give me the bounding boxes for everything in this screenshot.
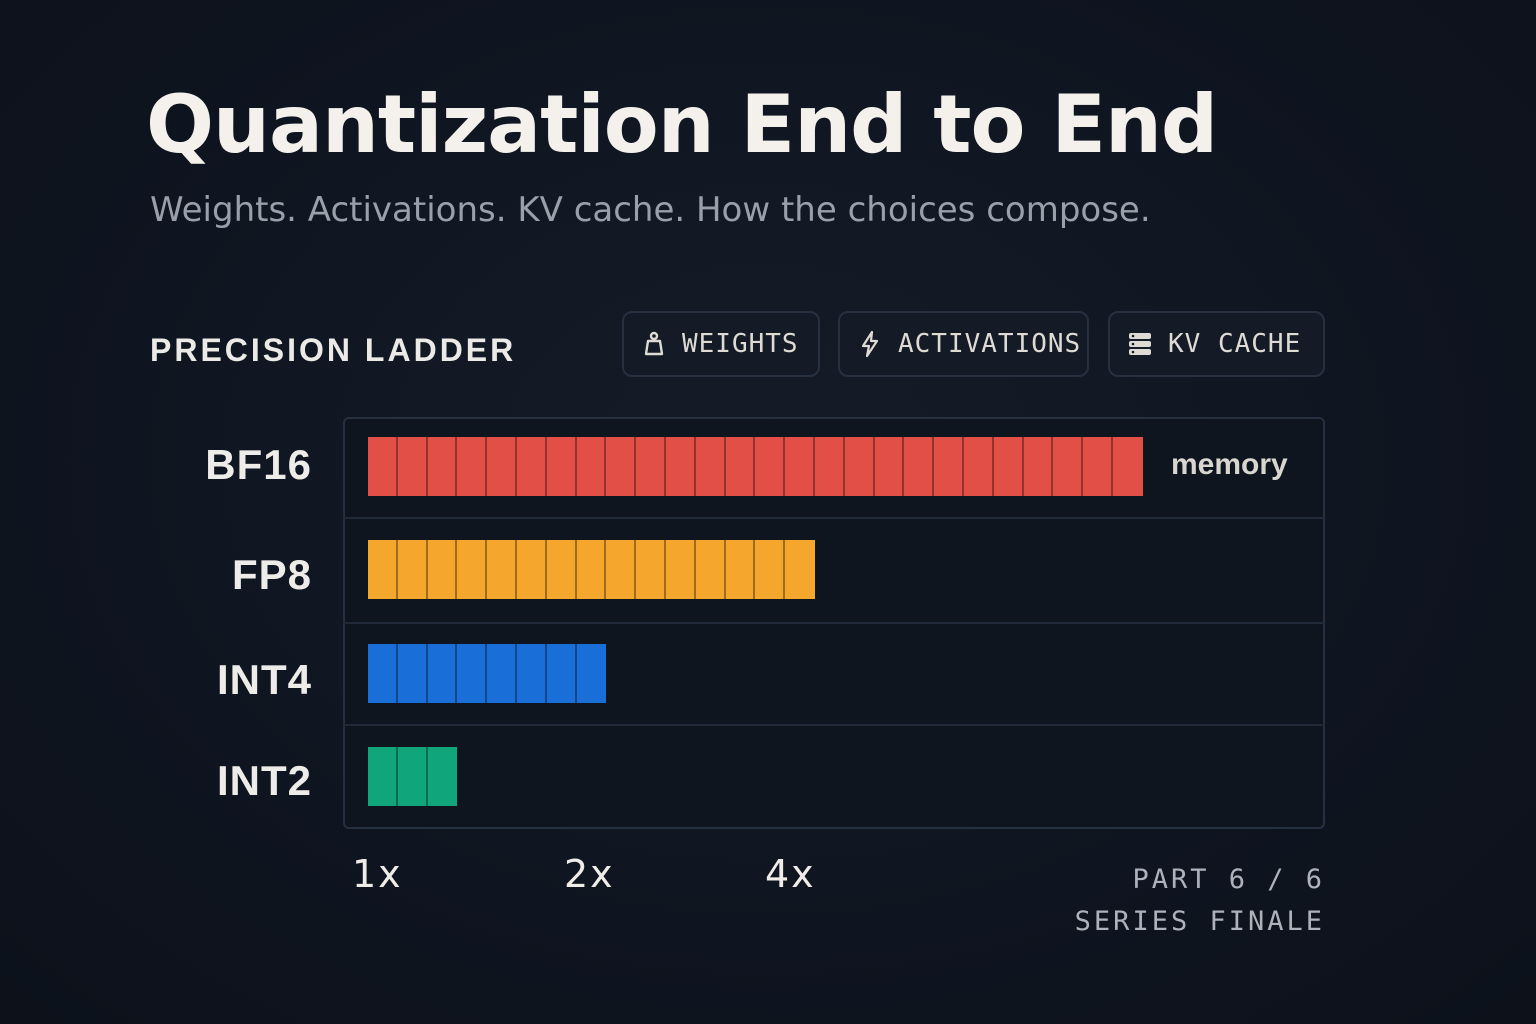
- bar-segment: [1023, 437, 1054, 496]
- row-label-bf16: BF16: [205, 441, 312, 488]
- bar-segment: [874, 437, 905, 496]
- kv-cache-toggle-label: KV CACHE: [1168, 329, 1302, 359]
- bar-segment: [516, 644, 547, 703]
- kv-cache-toggle-button[interactable]: KV CACHE: [1108, 311, 1325, 377]
- weights-toggle-label: WEIGHTS: [682, 329, 799, 359]
- lightning-icon: [856, 330, 884, 358]
- activations-toggle-label: ACTIVATIONS: [898, 329, 1082, 359]
- bar-segment: [725, 540, 756, 599]
- bar-segment: [1112, 437, 1143, 496]
- row-label-fp8: FP8: [231, 551, 312, 598]
- section-label: PRECISION LADDER: [150, 332, 517, 368]
- bar-segment: [368, 747, 398, 806]
- bar-int4: [368, 644, 607, 703]
- bar-segment: [457, 644, 488, 703]
- bar-segment: [546, 437, 577, 496]
- bar-segment: [368, 540, 398, 599]
- bar-segment: [606, 540, 637, 599]
- weight-icon: [640, 330, 668, 358]
- bar-segment: [755, 540, 786, 599]
- bar-segment: [695, 540, 726, 599]
- page-title: Quantization End to End: [146, 78, 1218, 171]
- bar-segment: [516, 437, 547, 496]
- bar-segment: [397, 747, 428, 806]
- bar-segment: [785, 437, 815, 496]
- bar-segment: [785, 540, 815, 599]
- activations-toggle-button[interactable]: ACTIVATIONS: [838, 311, 1089, 377]
- bar-segment: [427, 644, 458, 703]
- bar-segment: [516, 540, 547, 599]
- bar-segment: [546, 644, 577, 703]
- bar-fp8: [368, 540, 815, 599]
- bar-segment: [487, 437, 517, 496]
- x-tick-4x: 4x: [765, 852, 816, 896]
- bar-segment: [1083, 437, 1113, 496]
- bar-segment: [576, 540, 607, 599]
- bar-segment: [397, 644, 428, 703]
- bar-segment: [665, 540, 696, 599]
- bar-segment: [427, 540, 458, 599]
- bar-segment: [487, 644, 517, 703]
- bar-segment: [427, 437, 458, 496]
- memory-value-label: memory: [1171, 448, 1288, 481]
- bar-segment: [1053, 437, 1084, 496]
- bar-segment: [993, 437, 1024, 496]
- bar-bf16: [368, 437, 1143, 496]
- bar-segment: [636, 437, 666, 496]
- row-label-int2: INT2: [216, 757, 312, 804]
- bar-segment: [934, 437, 964, 496]
- series-finale-label: SERIES FINALE: [1074, 906, 1325, 937]
- row-divider: [343, 517, 1325, 519]
- bar-segment: [368, 644, 398, 703]
- bar-segment: [397, 437, 428, 496]
- x-tick-2x: 2x: [564, 852, 615, 896]
- bar-segment: [368, 437, 398, 496]
- row-label-int4: INT4: [216, 656, 312, 703]
- bar-segment: [427, 747, 458, 806]
- bar-segment: [546, 540, 577, 599]
- row-divider: [343, 724, 1325, 726]
- bar-segment: [695, 437, 726, 496]
- x-tick-1x: 1x: [352, 852, 403, 896]
- bar-segment: [844, 437, 875, 496]
- page-subtitle: Weights. Activations. KV cache. How the …: [150, 190, 1151, 230]
- bar-segment: [725, 437, 756, 496]
- bar-segment: [397, 540, 428, 599]
- database-icon: [1126, 330, 1154, 358]
- weights-toggle-button[interactable]: WEIGHTS: [622, 311, 820, 377]
- bar-int2: [368, 747, 458, 806]
- series-part-label: PART 6 / 6: [1132, 864, 1325, 895]
- bar-segment: [576, 437, 607, 496]
- bar-segment: [576, 644, 607, 703]
- bar-segment: [814, 437, 845, 496]
- bar-segment: [665, 437, 696, 496]
- bar-segment: [963, 437, 994, 496]
- bar-segment: [457, 540, 488, 599]
- bar-segment: [606, 437, 637, 496]
- bar-segment: [904, 437, 935, 496]
- bar-segment: [755, 437, 786, 496]
- bar-segment: [457, 437, 488, 496]
- bar-segment: [636, 540, 666, 599]
- bar-segment: [487, 540, 517, 599]
- row-divider: [343, 622, 1325, 624]
